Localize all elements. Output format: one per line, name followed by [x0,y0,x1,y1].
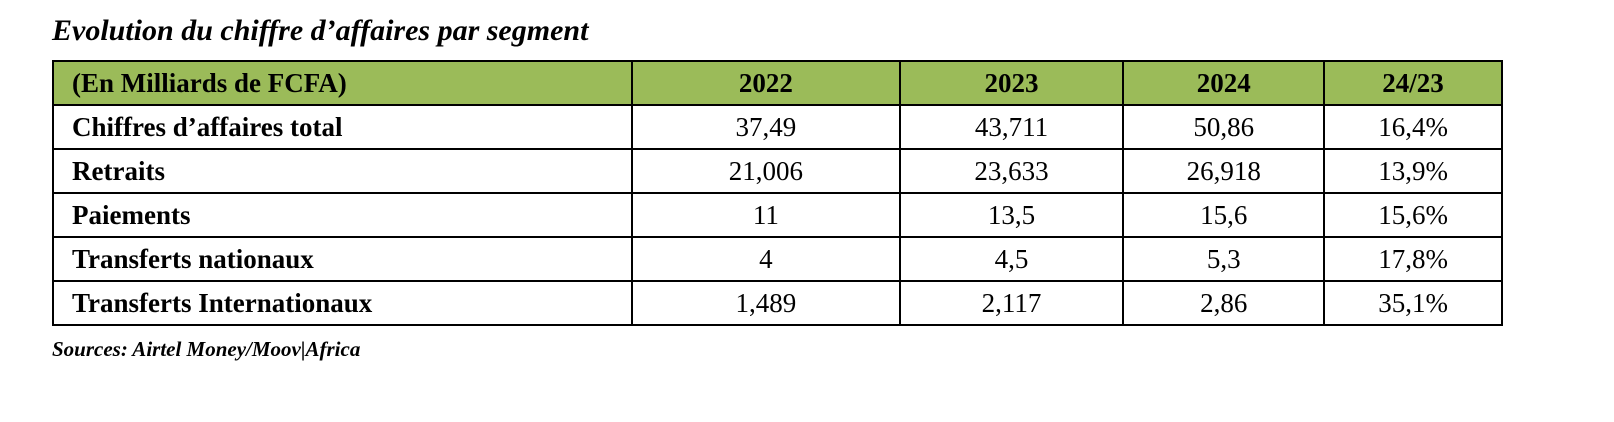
value-cell: 15,6% [1323,192,1503,238]
data-table: (En Milliards de FCFA) 2022 2023 2024 24/23 … [51,60,1503,326]
source-note: Sources: Airtel Money/Moov|Africa [52,337,361,361]
value-cell: 4 [631,236,901,282]
table-title: Evolution du chiffre d’affaires par segm… [52,14,589,47]
header-row: (En Milliards de FCFA) 2022 2023 2024 24/23 [51,60,1503,106]
value-cell: 2,117 [898,280,1125,326]
value-cell: 15,6 [1122,192,1326,238]
value-cell: 23,633 [898,148,1125,194]
row-label: Chiffres d’affaires total [51,104,634,150]
value-cell: 37,49 [631,104,901,150]
table-row: Transferts nationaux 4 4,5 5,3 17,8% [51,236,1503,282]
value-cell: 5,3 [1122,236,1326,282]
table-row: Chiffres d’affaires total 37,49 43,711 50,8… [51,104,1503,150]
row-label: Transferts Internationaux [51,280,634,326]
header-cell: (En Milliards de FCFA) [51,60,634,106]
header-cell: 2024 [1122,60,1326,106]
value-cell: 50,86 [1122,104,1326,150]
value-cell: 17,8% [1323,236,1503,282]
value-cell: 13,9% [1323,148,1503,194]
table-row: Paiements 11 13,5 15,6 15,6% [51,192,1503,238]
value-cell: 4,5 [898,236,1125,282]
header-cell: 2023 [898,60,1125,106]
row-label: Retraits [51,148,634,194]
header-cell: 2022 [631,60,901,106]
row-label: Transferts nationaux [51,236,634,282]
row-label: Paiements [51,192,634,238]
table-row: Transferts Internationaux 1,489 2,117 2,86 3… [51,280,1503,326]
value-cell: 43,711 [898,104,1125,150]
value-cell: 16,4% [1323,104,1503,150]
value-cell: 1,489 [631,280,901,326]
value-cell: 35,1% [1323,280,1503,326]
header-cell: 24/23 [1323,60,1503,106]
table-body: Chiffres d’affaires total 37,49 43,711 50,8… [51,104,1503,326]
value-cell: 21,006 [631,148,901,194]
value-cell: 11 [631,192,901,238]
value-cell: 26,918 [1122,148,1326,194]
table-row: Retraits 21,006 23,633 26,918 13,9% [51,148,1503,194]
value-cell: 2,86 [1122,280,1326,326]
value-cell: 13,5 [898,192,1125,238]
